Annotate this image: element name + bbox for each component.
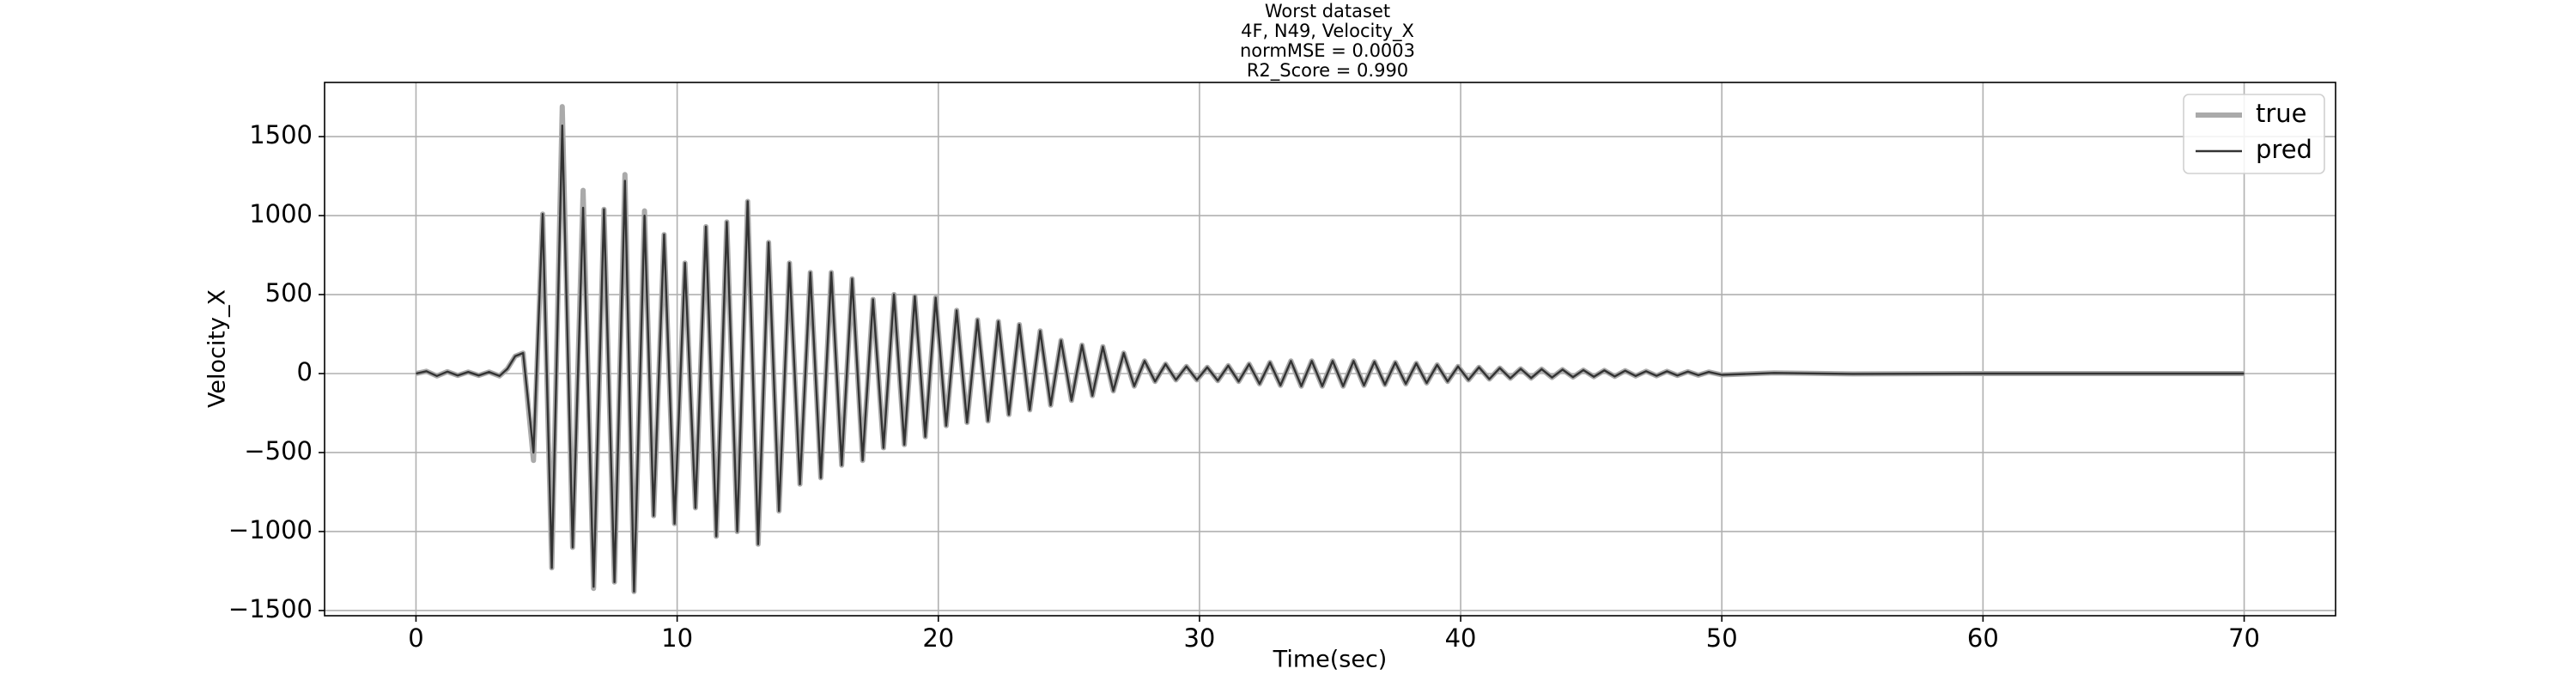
y-tick-label: −1000 xyxy=(228,515,313,544)
x-tick-label: 30 xyxy=(1183,623,1215,653)
chart-title: normMSE = 0.0003 xyxy=(1240,40,1415,61)
x-tick-label: 50 xyxy=(1706,623,1738,653)
y-tick-label: −500 xyxy=(244,436,313,465)
y-tick-label: −1500 xyxy=(228,594,313,623)
plot-frame xyxy=(324,82,2336,617)
legend-label: true xyxy=(2256,99,2307,128)
y-tick-label: 0 xyxy=(297,357,313,386)
y-tick-label: 1000 xyxy=(249,199,313,228)
x-tick-label: 60 xyxy=(1967,623,1999,653)
y-tick-label: 500 xyxy=(265,278,313,307)
x-axis-label: Time(sec) xyxy=(1273,647,1388,673)
chart-title: Worst dataset xyxy=(1265,1,1390,21)
data-line xyxy=(416,125,2245,593)
x-tick-label: 70 xyxy=(2228,623,2260,653)
y-axis-label: Velocity_X xyxy=(204,289,231,408)
chart-title: 4F, N49, Velocity_X xyxy=(1241,21,1414,42)
chart-title: R2_Score = 0.990 xyxy=(1247,60,1408,82)
x-tick-label: 10 xyxy=(661,623,693,653)
x-tick-label: 0 xyxy=(408,623,423,653)
x-tick-label: 40 xyxy=(1445,623,1477,653)
y-tick-label: 1500 xyxy=(249,120,313,149)
x-tick-label: 20 xyxy=(922,623,954,653)
legend-label: pred xyxy=(2256,135,2312,164)
